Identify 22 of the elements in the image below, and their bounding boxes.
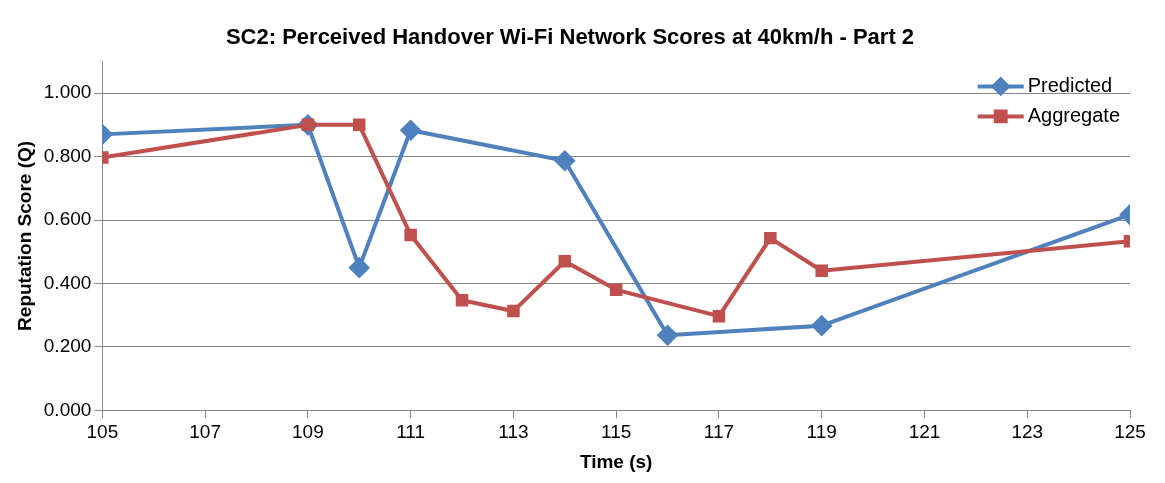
x-tick-label: 115 [601, 421, 632, 443]
chart-title: SC2: Perceived Handover Wi-Fi Network Scores at 40km/h - Part 2 [225, 24, 915, 50]
x-tick-label: 105 [86, 421, 119, 443]
legend-label: Predicted [1027, 73, 1113, 96]
x-tick-label: 119 [806, 421, 837, 443]
x-tick-label: 121 [908, 421, 941, 443]
x-tick-label: 123 [1011, 421, 1044, 443]
x-tick-label: 113 [498, 421, 529, 443]
y-tick-label: 0.400 [43, 271, 92, 293]
x-axis-title: Time (s) [579, 450, 653, 472]
x-tick-label: 109 [292, 421, 324, 443]
x-tick-label: 125 [1114, 421, 1146, 443]
legend-label: Aggregate [1027, 103, 1120, 126]
y-tick-label: 0.000 [43, 398, 92, 420]
x-tick-label: 117 [703, 421, 735, 443]
y-tick-label: 0.200 [43, 335, 92, 357]
x-tick-label: 107 [189, 421, 221, 443]
x-tick-label: 111 [396, 421, 426, 443]
y-axis-title: Reputation Score (Q) [13, 140, 35, 331]
y-tick-label: 0.800 [43, 144, 92, 166]
y-tick-label: 0.600 [43, 208, 92, 230]
y-tick-label: 1.000 [43, 81, 92, 103]
